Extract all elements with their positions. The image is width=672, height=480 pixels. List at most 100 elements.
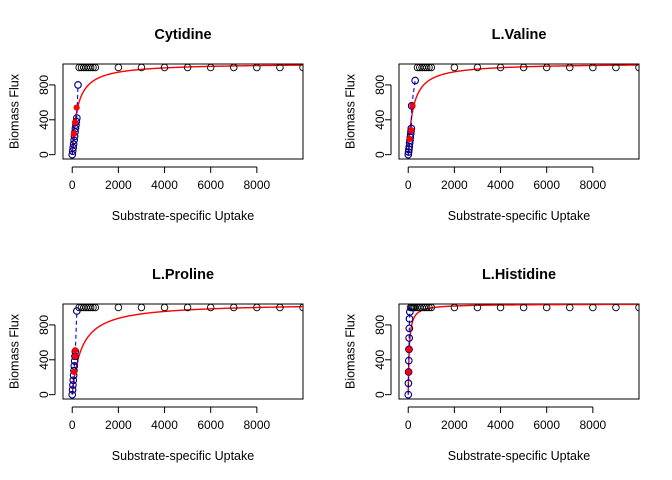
- data-point-black: [276, 64, 284, 72]
- x-tick-label: 8000: [243, 178, 270, 192]
- data-point-black: [566, 64, 574, 72]
- data-point-blue: [70, 136, 78, 145]
- data-point-black: [422, 304, 431, 312]
- data-point-black: [427, 304, 436, 312]
- data-point-red: [405, 368, 412, 376]
- x-tick-label: 0: [69, 418, 76, 432]
- data-point-blue: [69, 381, 77, 389]
- y-tick-label: 400: [37, 109, 51, 129]
- y-tick-label: 0: [37, 151, 51, 158]
- chart-title: Cytidine: [154, 27, 211, 43]
- data-point-black: [183, 304, 192, 312]
- y-tick-label: 800: [373, 315, 387, 335]
- data-point-black: [137, 64, 146, 72]
- x-tick-label: 8000: [579, 178, 606, 192]
- chart-title: L.Valine: [492, 27, 547, 43]
- data-point-blue: [404, 379, 413, 388]
- data-point-red: [73, 104, 80, 111]
- data-point-blue: [411, 76, 419, 85]
- data-point-blue: [404, 390, 413, 399]
- data-point-black: [230, 64, 238, 72]
- y-axis-label: Biomass Flux: [343, 73, 357, 149]
- data-point-red: [409, 102, 416, 109]
- data-point-black: [473, 304, 482, 312]
- y-axis-label: Biomass Flux: [7, 73, 21, 149]
- data-point-red: [70, 368, 78, 376]
- x-tick-label: 0: [405, 418, 412, 432]
- y-tick-label: 400: [373, 349, 387, 369]
- plot-area: [68, 64, 303, 159]
- data-point-black: [299, 304, 303, 312]
- data-point-red: [408, 127, 415, 134]
- data-point-black: [566, 304, 574, 312]
- x-tick-label: 6000: [533, 418, 560, 432]
- data-point-black: [253, 64, 261, 72]
- data-point-black: [612, 64, 620, 72]
- y-tick-label: 400: [37, 349, 51, 369]
- data-point-black: [635, 304, 639, 312]
- y-tick-label: 800: [373, 75, 387, 95]
- x-tick-label: 2000: [441, 418, 468, 432]
- plot-frame: [398, 63, 640, 160]
- data-point-black: [230, 304, 238, 312]
- x-axis-label: Substrate-specific Uptake: [448, 209, 590, 223]
- x-axis-label: Substrate-specific Uptake: [448, 449, 590, 463]
- y-tick-label: 400: [373, 109, 387, 129]
- data-point-blue: [69, 143, 77, 152]
- data-point-blue: [68, 390, 77, 399]
- data-point-black: [425, 64, 433, 72]
- data-point-blue: [74, 81, 82, 89]
- x-tick-label: 4000: [151, 178, 178, 192]
- x-tick-label: 4000: [487, 418, 514, 432]
- plot-frame: [398, 303, 640, 400]
- fit-curve: [71, 64, 303, 155]
- data-point-blue: [404, 148, 413, 156]
- data-point-black: [89, 64, 97, 72]
- data-point-black: [542, 304, 551, 312]
- data-point-black: [276, 304, 284, 312]
- fit-curve: [407, 64, 639, 155]
- chart-panel-1: Cytidine 0 2000 4000 6000 8000 0 400 800 Substrat…: [7, 27, 304, 223]
- data-point-black: [496, 64, 505, 72]
- plot-area: [404, 304, 639, 399]
- data-point-black: [427, 64, 436, 72]
- data-point-black: [589, 304, 597, 312]
- fit-curve: [71, 305, 303, 395]
- data-point-blue: [405, 324, 414, 333]
- x-axis-label: Substrate-specific Uptake: [112, 209, 254, 223]
- data-point-black: [299, 64, 303, 72]
- y-tick-label: 0: [373, 151, 387, 158]
- chart-title: L.Histidine: [482, 267, 556, 283]
- data-point-black: [91, 64, 100, 72]
- x-tick-label: 2000: [105, 418, 132, 432]
- x-tick-label: 0: [405, 178, 412, 192]
- data-point-black: [589, 64, 597, 72]
- data-point-black: [612, 304, 620, 312]
- data-point-black: [114, 304, 123, 312]
- data-point-black: [114, 64, 123, 72]
- data-point-black: [160, 64, 169, 72]
- plot-area: [404, 64, 639, 159]
- data-point-red: [70, 130, 77, 137]
- data-point-black: [253, 304, 261, 312]
- x-tick-label: 0: [69, 178, 76, 192]
- x-tick-label: 2000: [441, 178, 468, 192]
- x-tick-label: 4000: [151, 418, 178, 432]
- plot-frame: [62, 63, 304, 160]
- data-point-black: [473, 64, 482, 72]
- x-tick-label: 6000: [533, 178, 560, 192]
- chart-panel-3: L.Proline 0 2000 4000 6000 8000 0 400 800 Substra…: [7, 267, 304, 463]
- data-point-black: [206, 304, 215, 312]
- x-tick-label: 6000: [197, 178, 224, 192]
- y-axis-label: Biomass Flux: [343, 313, 357, 389]
- data-point-black: [137, 304, 146, 312]
- data-point-black: [542, 64, 551, 72]
- data-point-blue: [405, 334, 413, 342]
- y-tick-label: 800: [37, 75, 51, 95]
- y-tick-label: 0: [373, 391, 387, 398]
- data-point-black: [86, 64, 95, 72]
- data-point-red: [405, 346, 413, 353]
- data-point-blue: [69, 376, 78, 385]
- plot-frame: [62, 303, 304, 400]
